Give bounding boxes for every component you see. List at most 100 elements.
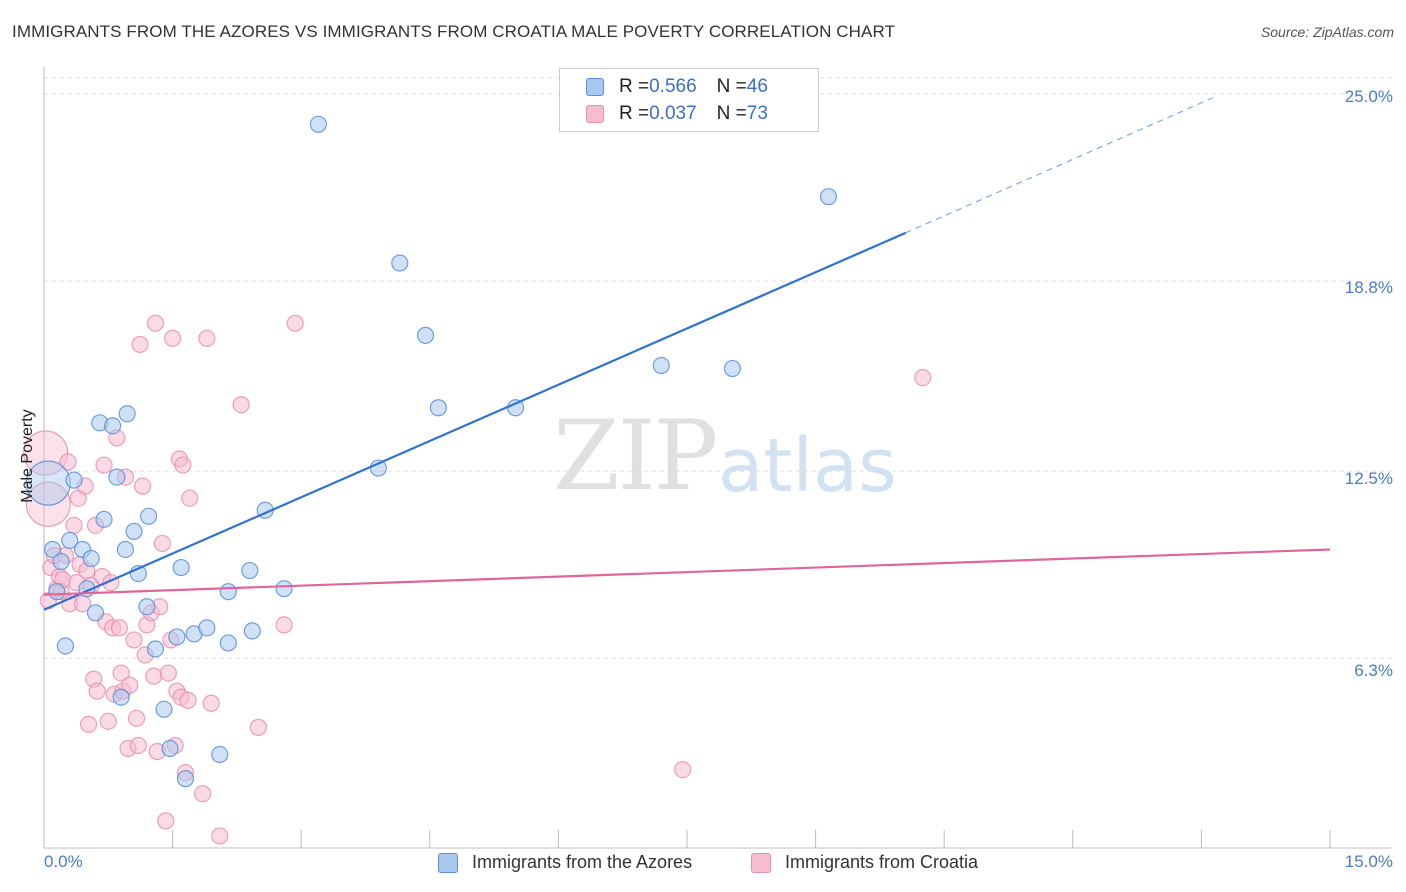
- data-point-croatia: [159, 664, 177, 682]
- data-point-croatia: [95, 456, 113, 474]
- data-point-azores: [168, 628, 186, 646]
- data-point-croatia: [79, 715, 98, 733]
- data-point-croatia: [88, 682, 106, 700]
- legend-swatch-croatia: [751, 852, 771, 873]
- legend-label-croatia: Immigrants from Croatia: [785, 852, 979, 872]
- data-point-azores: [198, 619, 216, 637]
- data-point-croatia: [286, 314, 304, 332]
- watermark-zip: ZIP: [553, 400, 718, 512]
- data-point-croatia: [153, 534, 171, 553]
- data-point-croatia: [65, 516, 83, 534]
- data-point-azores: [61, 531, 79, 550]
- data-point-azores: [139, 507, 158, 525]
- data-point-azores: [416, 326, 435, 344]
- y-tick-label: 12.5%: [1344, 469, 1393, 488]
- data-point-azores: [116, 540, 135, 559]
- data-point-croatia: [232, 396, 250, 414]
- legend-swatch-azores: [438, 852, 458, 873]
- data-point-azores: [172, 558, 190, 577]
- data-point-azores: [56, 637, 75, 655]
- data-point-azores: [219, 634, 237, 652]
- trend-line-croatia: [43, 548, 1331, 596]
- legend-label-azores: Immigrants from the Azores: [472, 852, 693, 872]
- data-point-azores: [86, 604, 105, 622]
- data-point-croatia: [99, 712, 117, 730]
- data-point-croatia: [157, 812, 175, 830]
- data-point-croatia: [174, 456, 192, 474]
- data-point-croatia: [179, 691, 197, 709]
- data-point-azores: [118, 405, 136, 423]
- data-point-croatia: [194, 785, 212, 803]
- data-point-croatia: [127, 709, 146, 727]
- data-point-croatia: [914, 368, 932, 387]
- data-point-azores: [176, 770, 195, 788]
- legend-r-value: 0.037: [649, 103, 697, 124]
- data-point-croatia: [131, 335, 149, 354]
- data-point-azores: [103, 417, 122, 435]
- legend-r-label: R =: [619, 103, 650, 124]
- data-point-croatia: [59, 453, 77, 471]
- legend-item-azores[interactable]: Immigrants from the Azores: [438, 852, 692, 873]
- x-tick-label-min: 0.0%: [44, 852, 83, 871]
- data-point-azores: [95, 510, 113, 528]
- x-tick-label-max: 15.0%: [1344, 852, 1393, 871]
- data-point-croatia: [146, 314, 165, 332]
- trend-extension-azores: [905, 96, 1215, 234]
- legend-r-label: R =: [619, 76, 650, 97]
- stats-legend: R = 0.566 N = 46 R = 0.037 N = 73: [559, 68, 819, 132]
- data-point-croatia: [145, 667, 163, 685]
- watermark-atlas: atlas: [718, 423, 897, 509]
- data-point-azores: [112, 688, 130, 706]
- data-point-azores: [161, 739, 179, 758]
- data-point-azores: [275, 580, 293, 598]
- data-point-azores: [429, 399, 447, 417]
- series-legend: Immigrants from the Azores Immigrants fr…: [0, 852, 1406, 876]
- data-point-azores: [65, 471, 83, 489]
- legend-swatch-azores: [586, 78, 604, 96]
- data-point-croatia: [202, 694, 220, 712]
- data-point-azores: [48, 583, 66, 601]
- data-point-azores: [241, 561, 259, 580]
- data-point-croatia: [674, 760, 692, 779]
- y-tick-label: 6.3%: [1354, 661, 1393, 680]
- legend-n-value: 46: [746, 76, 768, 97]
- data-point-croatia: [249, 718, 267, 736]
- data-point-croatia: [23, 430, 69, 476]
- data-point-azores: [155, 700, 173, 718]
- data-point-azores: [82, 549, 100, 568]
- y-tick-label: 25.0%: [1344, 87, 1393, 106]
- data-point-azores: [43, 540, 62, 559]
- data-point-croatia: [125, 631, 143, 649]
- data-point-croatia: [112, 664, 130, 682]
- data-point-croatia: [181, 489, 199, 507]
- legend-swatch-croatia: [586, 105, 604, 123]
- data-point-azores: [211, 745, 229, 764]
- data-point-croatia: [25, 481, 71, 527]
- data-point-croatia: [211, 827, 229, 845]
- data-point-azores: [125, 522, 143, 540]
- data-point-azores: [723, 359, 742, 378]
- data-point-croatia: [164, 329, 182, 347]
- data-point-croatia: [133, 477, 152, 495]
- y-axis-label: Male Poverty: [19, 409, 36, 503]
- data-point-croatia: [275, 616, 293, 634]
- legend-item-croatia[interactable]: Immigrants from Croatia: [751, 852, 978, 873]
- data-point-azores: [243, 622, 261, 640]
- legend-row-azores: R = 0.566 N = 46: [586, 75, 768, 99]
- data-point-azores: [108, 468, 126, 486]
- legend-n-value: 73: [746, 103, 768, 124]
- chart-title: IMMIGRANTS FROM THE AZORES VS IMMIGRANTS…: [12, 22, 896, 41]
- data-point-azores: [52, 552, 70, 571]
- y-tick-label: 18.8%: [1344, 278, 1393, 297]
- legend-n-label: N =: [716, 76, 747, 97]
- data-point-croatia: [110, 619, 129, 637]
- data-point-croatia: [198, 329, 216, 347]
- legend-row-croatia: R = 0.037 N = 73: [586, 102, 768, 126]
- data-point-azores: [309, 115, 327, 133]
- legend-n-label: N =: [716, 103, 747, 124]
- data-point-azores: [819, 188, 838, 206]
- data-point-azores: [146, 640, 165, 658]
- data-point-azores: [219, 583, 237, 601]
- data-point-croatia: [121, 676, 139, 694]
- data-point-croatia: [129, 736, 147, 755]
